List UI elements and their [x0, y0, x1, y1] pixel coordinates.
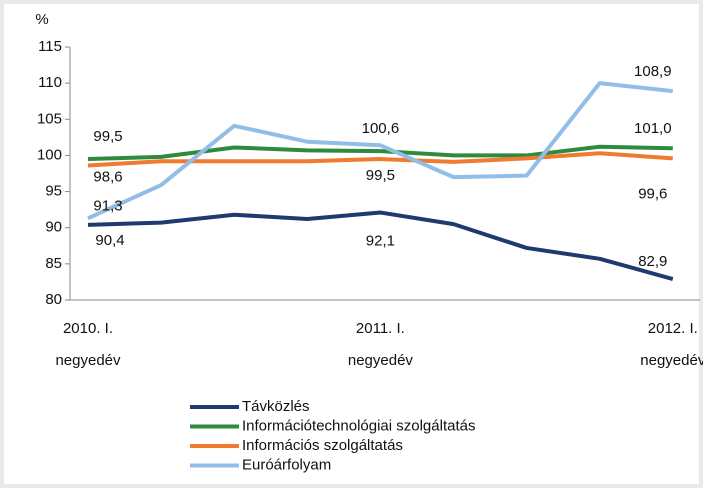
- series-line: [87, 210, 674, 281]
- y-axis-label: %: [35, 11, 48, 28]
- y-tick-label: 100: [37, 146, 62, 163]
- background: [4, 4, 699, 484]
- y-tick-label: 90: [45, 219, 62, 236]
- series-line: [87, 144, 673, 162]
- legend-label: Információtechnológiai szolgáltatás: [242, 417, 475, 434]
- data-label: 82,9: [638, 253, 667, 270]
- data-label: 91,3: [93, 197, 122, 214]
- legend-label: Távközlés: [242, 398, 310, 415]
- y-tick-label: 85: [45, 255, 62, 272]
- data-label: 90,4: [95, 232, 124, 249]
- data-label: 98,6: [93, 169, 122, 186]
- data-label: 100,6: [362, 120, 400, 137]
- data-label: 101,0: [634, 120, 672, 137]
- series-line: [87, 151, 673, 168]
- legend-label: Információs szolgáltatás: [242, 437, 403, 454]
- data-label: 99,5: [93, 128, 122, 145]
- data-label: 108,9: [634, 63, 672, 80]
- y-tick-label: 80: [45, 291, 62, 308]
- y-tick-label: 95: [45, 183, 62, 200]
- y-tick-label: 115: [38, 38, 62, 55]
- x-tick-label: 2011. I. negyedév: [347, 320, 413, 369]
- data-label: 99,6: [638, 185, 667, 202]
- x-tick-label: 2010. I. negyedév: [55, 320, 121, 369]
- y-tick-label: 110: [38, 74, 62, 91]
- data-label: 99,5: [366, 167, 395, 184]
- y-tick-label: 105: [37, 110, 62, 127]
- x-tick-label: 2012. I. negyedév: [640, 320, 703, 369]
- series-line: [87, 81, 674, 221]
- data-label: 92,1: [366, 233, 395, 250]
- legend-label: Euróárfolyam: [242, 456, 331, 473]
